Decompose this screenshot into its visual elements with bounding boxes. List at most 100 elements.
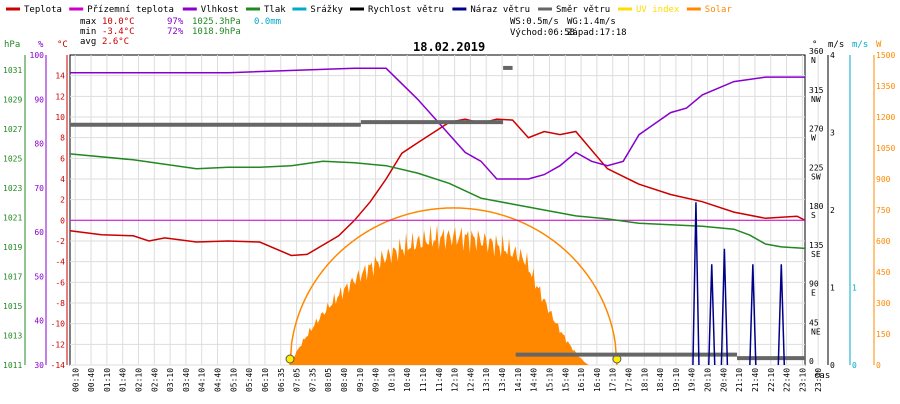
x-tick-label: 06:35 xyxy=(277,368,286,392)
x-tick-label: 14:40 xyxy=(530,368,539,392)
stat-rain: 0.0mm xyxy=(254,17,281,27)
x-tick-label: 00:10 xyxy=(71,368,80,392)
chart-date: 18.02.2019 xyxy=(413,40,485,54)
unit-hpa: hPa xyxy=(4,40,20,50)
direction-name-label: NE xyxy=(811,327,821,336)
unit-pct: % xyxy=(38,40,44,50)
stat-min-label: min xyxy=(80,27,96,37)
stats-panel: max 10.0°C 97% 1025.3hPa 0.0mm min -3.4°… xyxy=(80,17,627,54)
pressure-tick-label: 1027 xyxy=(3,125,22,134)
x-tick-label: 03:10 xyxy=(166,368,175,392)
direction-tick-label: 315 xyxy=(809,86,824,95)
humidity-tick-label: 50 xyxy=(34,272,44,281)
x-tick-label: 10:40 xyxy=(403,368,412,392)
wind-marks xyxy=(70,65,805,366)
temp-tick-label: 0 xyxy=(60,216,65,225)
direction-tick-label: 225 xyxy=(809,163,824,172)
sun-marker xyxy=(285,354,295,364)
solar-tick-label: 0 xyxy=(876,361,881,370)
pressure-tick-label: 1031 xyxy=(3,66,22,75)
stat-sunrise: Východ:06:58 xyxy=(510,28,575,38)
x-tick-label: 23:10 xyxy=(798,368,807,392)
x-tick-label: 18:40 xyxy=(656,368,665,392)
pressure-tick-label: 1013 xyxy=(3,331,22,340)
solar-tick-label: 1200 xyxy=(876,113,895,122)
x-tick-label: 12:10 xyxy=(451,368,460,392)
direction-name-label: SE xyxy=(811,250,821,259)
temp-tick-label: -8 xyxy=(55,299,65,308)
pressure-tick-label: 1017 xyxy=(3,272,22,281)
x-tick-label: 05:10 xyxy=(229,368,238,392)
direction-name-label: SW xyxy=(811,172,821,181)
temp-tick-label: -10 xyxy=(51,320,66,329)
stat-min-temp: -3.4°C xyxy=(102,27,135,37)
wind2-tick-label: 0 xyxy=(852,361,857,370)
humidity-tick-label: 90 xyxy=(34,95,44,104)
pressure-tick-label: 1025 xyxy=(3,154,22,163)
gust-spike xyxy=(692,202,700,366)
direction-name-label: S xyxy=(811,211,816,220)
x-tick-label: 03:40 xyxy=(182,368,191,392)
direction-tick-label: 0 xyxy=(809,357,814,366)
stat-wg: WG:1.4m/s xyxy=(567,17,616,27)
legend-label: Přízemní teplota xyxy=(87,5,174,15)
humidity-tick-label: 60 xyxy=(34,228,44,237)
solar-area xyxy=(285,207,622,366)
humidity-tick-label: 80 xyxy=(34,140,44,149)
direction-name-label: E xyxy=(811,289,816,298)
solar-tick-label: 1050 xyxy=(876,144,895,153)
unit-ms2: m/s xyxy=(852,40,868,50)
x-tick-label: 11:40 xyxy=(435,368,444,392)
wind-tick-label: 0 xyxy=(830,361,835,370)
solar-tick-label: 450 xyxy=(876,268,891,277)
unit-w: W xyxy=(876,40,882,50)
wind-tick-label: 3 xyxy=(830,129,835,138)
stat-max-label: max xyxy=(80,17,97,27)
x-tick-label: 11:10 xyxy=(419,368,428,392)
x-tick-label: 16:40 xyxy=(593,368,602,392)
axes: 00:10 00:40 01:10 01:40 02:10 02:40 03:10 03:40… xyxy=(3,47,895,392)
temp-tick-label: -2 xyxy=(55,237,65,246)
x-tick-label: 20:10 xyxy=(704,368,713,392)
direction-tick-label: 90 xyxy=(809,280,819,289)
temp-tick-label: 2 xyxy=(60,196,65,205)
direction-tick-label: 135 xyxy=(809,241,824,250)
x-tick-label: 22:40 xyxy=(783,368,792,392)
x-tick-label: 04:40 xyxy=(214,368,223,392)
temp-tick-label: -6 xyxy=(55,278,65,287)
wind-tick-label: 2 xyxy=(830,206,835,215)
solar-tick-label: 1500 xyxy=(876,51,895,60)
direction-name-label: NW xyxy=(811,95,821,104)
x-tick-label: 08:40 xyxy=(340,368,349,392)
temp-tick-label: 10 xyxy=(55,113,65,122)
x-tick-label: 10:10 xyxy=(387,368,396,392)
unit-time: čas xyxy=(814,370,830,381)
wind-tick-label: 1 xyxy=(830,284,835,293)
stat-max-temp: 10.0°C xyxy=(102,17,135,27)
temp-tick-label: 4 xyxy=(60,175,65,184)
gust-spike xyxy=(777,264,786,366)
gust-spike xyxy=(749,264,757,366)
x-tick-label: 13:40 xyxy=(498,368,507,392)
direction-tick-label: 360 xyxy=(809,47,824,56)
stat-sunset: Západ:17:18 xyxy=(567,28,627,38)
gust-spike xyxy=(707,264,716,366)
solar-tick-label: 600 xyxy=(876,237,891,246)
x-tick-label: 02:40 xyxy=(150,368,159,392)
x-tick-label: 16:10 xyxy=(577,368,586,392)
direction-name-label: N xyxy=(811,56,816,65)
legend-label: Srážky xyxy=(310,5,343,15)
x-tick-label: 07:35 xyxy=(308,368,317,392)
pressure-tick-label: 1011 xyxy=(3,361,22,370)
stat-avg-temp: 2.6°C xyxy=(102,37,129,47)
x-tick-label: 19:10 xyxy=(672,368,681,392)
temp-tick-label: -4 xyxy=(55,258,65,267)
humidity-tick-label: 40 xyxy=(34,317,44,326)
stat-ws: WS:0.5m/s xyxy=(510,17,559,27)
pressure-tick-label: 1021 xyxy=(3,213,22,222)
x-tick-label: 09:40 xyxy=(372,368,381,392)
x-tick-label: 15:10 xyxy=(545,368,554,392)
series-line-vlhkost xyxy=(70,67,805,180)
temp-tick-label: 14 xyxy=(55,72,65,81)
stat-min-hum: 72% xyxy=(167,27,184,37)
